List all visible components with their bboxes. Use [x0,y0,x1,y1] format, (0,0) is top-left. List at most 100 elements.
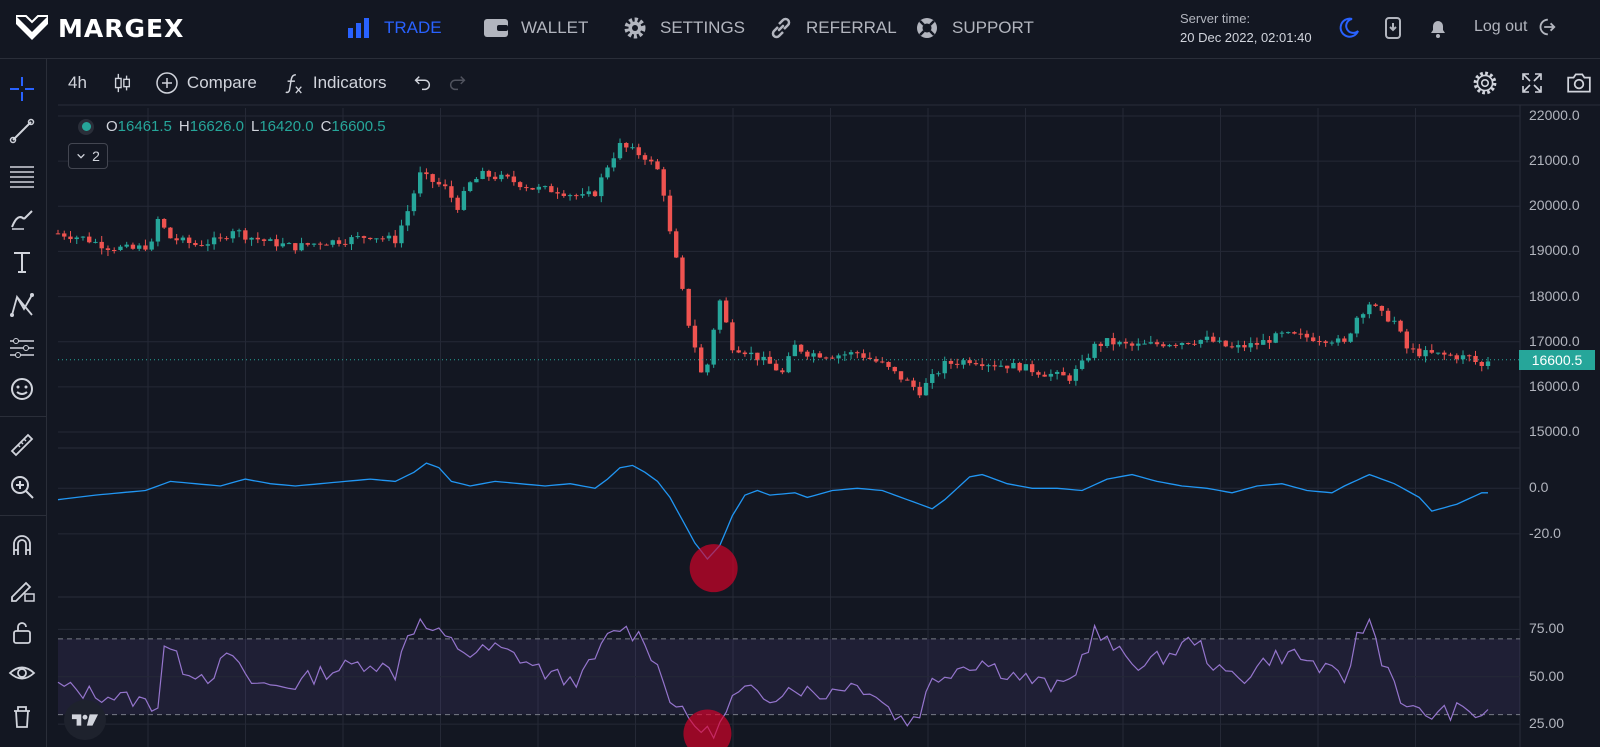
close-value: 16600.5 [331,118,386,135]
toolbar-divider [0,515,46,516]
candle-body [1342,338,1347,342]
gear-icon [624,17,646,39]
nav-referral-label: REFERRAL [806,18,897,37]
logout-icon [1540,18,1556,36]
candle-body [268,239,273,241]
trend-line-icon [9,118,35,144]
nav-settings-label: SETTINGS [660,18,746,37]
emoji-tool[interactable] [6,373,38,405]
measure-tool[interactable] [6,429,38,461]
mobile-app-button[interactable] [1379,14,1407,42]
server-time-value: 20 Dec 2022, 02:01:40 [1180,30,1312,45]
candle-body [205,244,211,246]
candle-body [811,353,816,357]
candle-body [717,300,723,330]
pattern-tool[interactable] [6,289,38,321]
fib-tool[interactable] [6,159,38,191]
candle-body [243,230,248,240]
candle-body [299,243,304,251]
rsi-tick-label: 25.00 [1529,715,1565,732]
candle-body [586,191,591,195]
high-key: H [178,118,190,135]
pattern-icon [10,293,34,317]
candle-body [1379,305,1385,311]
candle-body [1417,348,1422,357]
candle-body [592,191,598,197]
candle-body [998,365,1004,367]
compare-button[interactable]: Compare [155,71,257,95]
interval-selector[interactable]: 4h [68,73,87,93]
theme-toggle[interactable] [1335,14,1363,42]
screenshot-button[interactable] [1564,68,1594,98]
nav-trade-label: TRADE [384,18,442,37]
nav-settings[interactable]: SETTINGS [622,14,745,42]
candle-body [211,237,217,245]
candle-body [430,174,435,182]
candle-body [886,362,891,367]
candle-body [1111,338,1116,345]
candle-body [667,195,673,232]
trend-line-tool[interactable] [6,115,38,147]
prediction-tool[interactable] [6,331,38,363]
logout-button[interactable]: Log out [1474,16,1557,38]
redo-button[interactable] [447,72,469,94]
crosshair-tool[interactable] [6,73,38,105]
nav-trade[interactable]: TRADE [346,14,442,42]
candle-body [936,373,941,375]
candle-body [830,357,835,359]
chart-type-button[interactable] [111,72,133,94]
candle-body [324,244,329,246]
candle-body [898,371,904,380]
candle-body [711,329,716,365]
hide-drawings-tool[interactable] [6,657,38,689]
chart-settings-button[interactable] [1470,68,1500,98]
fullscreen-button[interactable] [1517,68,1547,98]
delete-drawings-tool[interactable] [6,699,38,731]
candle-body [1442,352,1447,355]
text-tool[interactable] [6,246,38,278]
brush-icon [11,210,33,230]
lock-all-tool[interactable] [6,616,38,648]
nav-support[interactable]: SUPPORT [914,14,1034,42]
tradingview-logo[interactable] [64,700,106,740]
candle-body [486,170,492,177]
candle-body [99,241,104,249]
candle-body [1448,354,1453,356]
candle-body [555,192,560,194]
candle-body [1310,337,1316,342]
indicators-collapse-button[interactable]: 2 [68,143,108,169]
candle-body [748,352,754,355]
undo-button[interactable] [411,72,433,94]
candle-body [261,239,267,241]
server-time-label: Server time: [1180,11,1251,26]
nav-referral[interactable]: REFERRAL [768,14,897,42]
moon-icon [1339,17,1359,38]
zoom-tool[interactable] [6,471,38,503]
candle-body [1023,364,1029,371]
candle-body [1148,342,1153,344]
candle-body [311,243,317,245]
magnet-tool[interactable] [6,529,38,561]
candle-body [218,237,223,239]
candle-body [917,386,922,396]
indicators-button[interactable]: Indicators [283,71,387,95]
candle-body [661,169,666,196]
candle-body [449,186,454,198]
candle-body [1285,332,1291,334]
candle-body [68,236,73,240]
candle-body [442,184,448,187]
candle-body [1179,343,1185,345]
candle-body [1335,338,1341,343]
candle-body [1073,368,1079,381]
nav-wallet[interactable]: WALLET [483,14,588,42]
candle-body [399,225,404,244]
candle-body [330,240,335,245]
notifications-button[interactable] [1424,14,1452,42]
brush-tool[interactable] [6,203,38,235]
candle-body [1204,336,1210,340]
candle-body [699,347,704,373]
lock-drawing-tool[interactable] [6,573,38,605]
candle-body [1429,350,1434,353]
margex-logo[interactable]: MARGEX [14,10,184,46]
